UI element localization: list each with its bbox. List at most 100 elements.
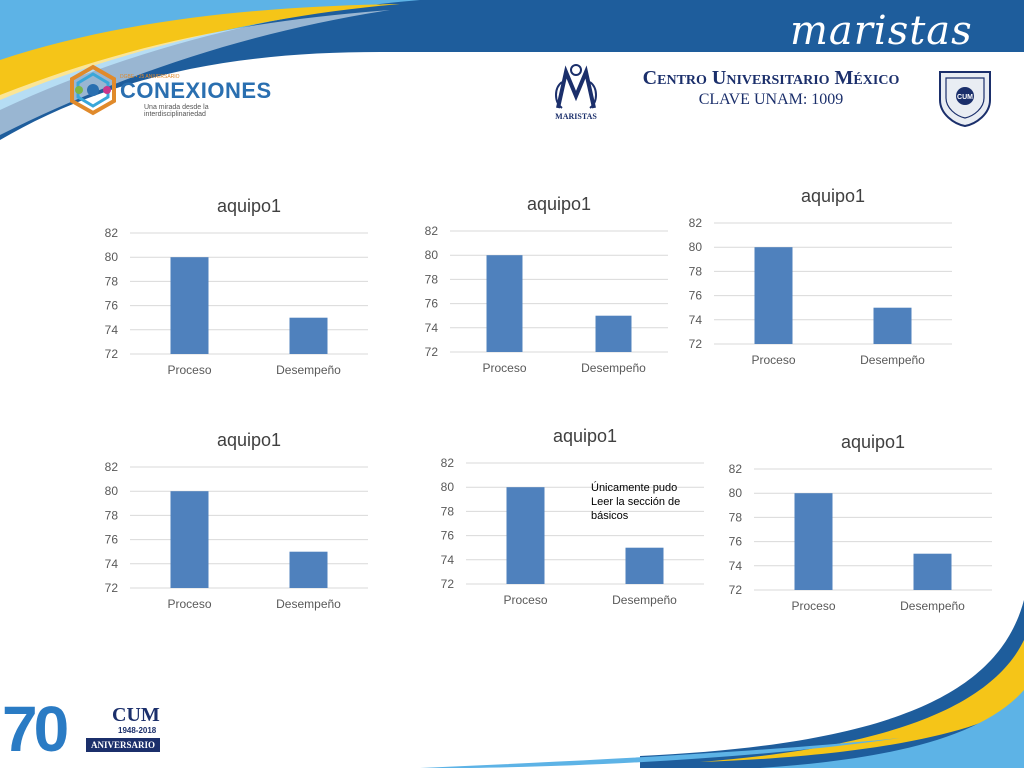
institution-clave: CLAVE UNAM: 1009 bbox=[698, 91, 844, 108]
chart-1: aquipo1 72 74 76 78 80 82 Proceso Desempeño bbox=[80, 186, 380, 386]
chart-title: aquipo1 bbox=[217, 430, 281, 450]
y-tick-label: 72 bbox=[105, 581, 119, 595]
y-tick-label: 78 bbox=[689, 264, 703, 278]
chart-3: aquipo1 72 74 76 78 80 82 Proceso Desempeño bbox=[664, 176, 964, 376]
bar bbox=[506, 487, 545, 584]
cum-mark: CUM bbox=[112, 704, 160, 726]
x-category-label: Proceso bbox=[791, 599, 835, 613]
y-tick-label: 82 bbox=[441, 456, 455, 470]
annotation-line: Únicamente pudo bbox=[591, 481, 677, 494]
y-tick-label: 78 bbox=[105, 274, 119, 288]
x-category-label: Desempeño bbox=[900, 599, 965, 613]
y-tick-label: 82 bbox=[729, 462, 743, 476]
anniversary-number: 70 bbox=[2, 693, 69, 765]
bar bbox=[794, 493, 833, 590]
x-category-label: Proceso bbox=[167, 363, 211, 377]
anniversary-logo: 70 CUM 1948-2018 ANIVERSARIO bbox=[0, 693, 170, 766]
chart-svg: aquipo1 72 74 76 78 80 82 Proceso Desempeño bbox=[729, 432, 992, 613]
chart-4: aquipo1 72 74 76 78 80 82 Proceso Desempeño bbox=[80, 420, 380, 620]
maristas-emblem-icon bbox=[555, 64, 597, 109]
chart-annotation: Únicamente pudo Leer la sección de básicos bbox=[591, 481, 680, 522]
chart-title: aquipo1 bbox=[841, 432, 905, 452]
y-tick-label: 82 bbox=[425, 224, 439, 238]
chart-5: aquipo1 72 74 76 78 80 82 Proceso Desempeño Única… bbox=[416, 416, 716, 616]
y-tick-label: 78 bbox=[729, 510, 743, 524]
y-tick-label: 76 bbox=[441, 529, 455, 543]
chart-2: aquipo1 72 74 76 78 80 82 Proceso Desempeño bbox=[400, 184, 680, 384]
y-tick-label: 80 bbox=[105, 250, 119, 264]
bar bbox=[754, 247, 793, 344]
y-tick-label: 80 bbox=[729, 486, 743, 500]
x-category-label: Desempeño bbox=[276, 363, 341, 377]
maristas-logo: MARISTAS bbox=[548, 62, 608, 124]
conexiones-title: CONEXIONES bbox=[120, 78, 272, 103]
anniversary-years: 1948-2018 bbox=[118, 726, 157, 735]
bar bbox=[170, 491, 209, 588]
chart-title: aquipo1 bbox=[217, 196, 281, 216]
footer-banner bbox=[420, 600, 1024, 768]
y-tick-label: 72 bbox=[105, 347, 119, 361]
annotation-line: Leer la sección de bbox=[591, 496, 680, 508]
y-tick-label: 74 bbox=[689, 313, 703, 327]
y-tick-label: 82 bbox=[689, 216, 703, 230]
chart-svg: aquipo1 72 74 76 78 80 82 Proceso Desempeño bbox=[105, 196, 368, 377]
bar bbox=[486, 255, 523, 352]
x-category-label: Desempeño bbox=[276, 597, 341, 611]
y-tick-label: 74 bbox=[729, 559, 743, 573]
conexiones-network-icon bbox=[70, 64, 116, 116]
y-tick-label: 80 bbox=[441, 480, 455, 494]
chart-6: aquipo1 72 74 76 78 80 82 Proceso Desempeño bbox=[704, 422, 1004, 622]
bar bbox=[625, 547, 664, 584]
anniversary-label: ANIVERSARIO bbox=[86, 738, 160, 752]
institution-block: Centro Universitario México CLAVE UNAM: … bbox=[616, 67, 926, 109]
y-tick-label: 72 bbox=[689, 337, 703, 351]
y-tick-label: 74 bbox=[105, 323, 119, 337]
x-category-label: Proceso bbox=[167, 597, 211, 611]
bar bbox=[289, 551, 328, 588]
y-tick-label: 76 bbox=[689, 289, 703, 303]
bar bbox=[873, 307, 912, 344]
x-category-label: Proceso bbox=[503, 593, 547, 607]
y-tick-label: 74 bbox=[105, 557, 119, 571]
y-tick-label: 76 bbox=[105, 533, 119, 547]
y-tick-label: 78 bbox=[105, 508, 119, 522]
chart-svg: aquipo1 72 74 76 78 80 82 Proceso Desempeño Única… bbox=[441, 426, 704, 607]
x-category-label: Desempeño bbox=[581, 361, 646, 375]
y-tick-label: 78 bbox=[425, 272, 439, 286]
y-tick-label: 72 bbox=[441, 577, 455, 591]
y-tick-label: 80 bbox=[425, 248, 439, 262]
x-category-label: Desempeño bbox=[612, 593, 677, 607]
y-tick-label: 78 bbox=[441, 504, 455, 518]
y-tick-label: 74 bbox=[425, 321, 439, 335]
conexiones-small-text: DGBE • 25 ANIVERSARIO bbox=[120, 74, 180, 80]
annotation-line: básicos bbox=[591, 510, 629, 522]
y-tick-label: 72 bbox=[425, 345, 439, 359]
conexiones-tagline: Una mirada desde la interdisciplinarieda… bbox=[144, 104, 209, 118]
maristas-wordmark: maristas bbox=[790, 8, 973, 54]
y-tick-label: 82 bbox=[105, 460, 119, 474]
chart-svg: aquipo1 72 74 76 78 80 82 Proceso Desempeño bbox=[105, 430, 368, 611]
y-tick-label: 72 bbox=[729, 583, 743, 597]
chart-title: aquipo1 bbox=[553, 426, 617, 446]
shield-text: CUM bbox=[957, 94, 973, 101]
bar bbox=[595, 315, 632, 352]
y-tick-label: 74 bbox=[441, 553, 455, 567]
chart-svg: aquipo1 72 74 76 78 80 82 Proceso Desempeño bbox=[425, 194, 668, 375]
y-tick-label: 76 bbox=[105, 299, 119, 313]
conexiones-logo: DGBE • 25 ANIVERSARIO CONEXIONES Una mir… bbox=[66, 64, 271, 120]
chart-title: aquipo1 bbox=[527, 194, 591, 214]
y-tick-label: 80 bbox=[105, 484, 119, 498]
bar bbox=[170, 257, 209, 354]
bar bbox=[913, 553, 952, 590]
x-category-label: Proceso bbox=[751, 353, 795, 367]
x-category-label: Proceso bbox=[482, 361, 526, 375]
maristas-logo-label: MARISTAS bbox=[555, 112, 597, 121]
unam-shield-icon: CUM bbox=[939, 71, 991, 128]
y-tick-label: 82 bbox=[105, 226, 119, 240]
y-tick-label: 80 bbox=[689, 240, 703, 254]
y-tick-label: 76 bbox=[729, 535, 743, 549]
header-banner bbox=[0, 0, 1024, 140]
y-tick-label: 76 bbox=[425, 297, 439, 311]
chart-title: aquipo1 bbox=[801, 186, 865, 206]
institution-name: Centro Universitario México bbox=[642, 67, 900, 89]
